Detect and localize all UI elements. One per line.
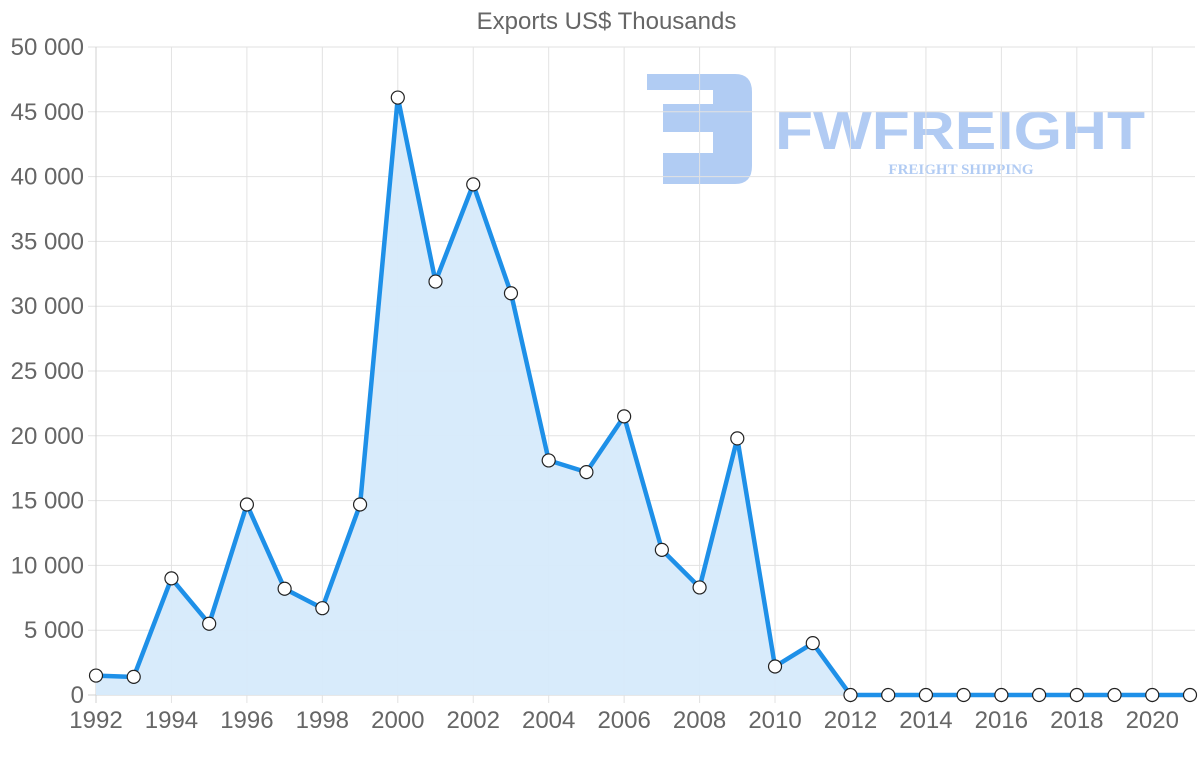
data-point-marker[interactable] — [164, 571, 179, 586]
y-tick-label: 25 000 — [11, 358, 84, 385]
watermark-tagline-text: FREIGHT SHIPPING — [888, 162, 1033, 178]
data-point-marker[interactable] — [503, 286, 519, 301]
y-tick-label: 10 000 — [11, 552, 84, 579]
data-point-marker[interactable] — [654, 542, 669, 557]
data-point-marker[interactable] — [805, 636, 820, 651]
data-point-marker[interactable] — [767, 659, 783, 674]
series-area-fill — [96, 97, 1190, 695]
data-point-marker[interactable] — [315, 601, 330, 616]
fwfreight-watermark-logo: FWFREIGHT FREIGHT SHIPPING — [647, 74, 1145, 184]
data-point-marker[interactable] — [466, 177, 481, 192]
x-tick-label: 2002 — [447, 707, 500, 734]
y-tick-label: 50 000 — [11, 34, 84, 61]
data-point-marker[interactable] — [956, 687, 971, 703]
x-tick-label: 1992 — [69, 707, 122, 734]
y-tick-label: 30 000 — [11, 293, 84, 320]
data-point-marker[interactable] — [1032, 687, 1047, 703]
data-point-marker[interactable] — [1107, 687, 1122, 703]
y-tick-label: 20 000 — [11, 423, 84, 450]
x-tick-label: 2004 — [522, 707, 575, 734]
x-tick-label: 2010 — [748, 707, 801, 734]
data-point-marker[interactable] — [202, 616, 217, 631]
data-point-marker[interactable] — [541, 453, 556, 468]
data-point-marker[interactable] — [579, 464, 594, 480]
data-point-marker[interactable] — [843, 687, 858, 703]
y-tick-label: 35 000 — [11, 228, 84, 255]
data-point-marker[interactable] — [1069, 687, 1084, 703]
data-point-marker[interactable] — [692, 580, 707, 595]
y-tick-label: 40 000 — [11, 164, 84, 191]
x-tick-label: 2006 — [597, 707, 650, 734]
x-tick-label: 2008 — [673, 707, 726, 734]
y-tick-label: 0 — [71, 682, 84, 709]
y-tick-label: 45 000 — [11, 99, 84, 126]
y-axis-labels: 0 5 000 10 000 15 000 20 000 25 000 30 000 35 0… — [11, 34, 84, 709]
data-point-marker[interactable] — [1182, 687, 1198, 703]
data-point-marker[interactable] — [126, 669, 141, 684]
data-point-marker[interactable] — [390, 90, 405, 105]
data-point-marker[interactable] — [994, 687, 1009, 703]
x-tick-label: 1998 — [296, 707, 349, 734]
chart-title: Exports US$ Thousands — [476, 8, 737, 35]
data-points — [88, 90, 1198, 703]
data-point-marker[interactable] — [1145, 687, 1160, 703]
x-tick-label: 1996 — [220, 707, 273, 734]
data-point-marker[interactable] — [428, 274, 443, 289]
watermark-brand-text: FWFREIGHT — [775, 101, 1145, 161]
data-point-marker[interactable] — [617, 409, 632, 424]
x-tick-label: 2020 — [1126, 707, 1179, 734]
y-tick-label: 15 000 — [11, 488, 84, 515]
x-tick-label: 2012 — [824, 707, 877, 734]
x-tick-label: 2018 — [1050, 707, 1103, 734]
data-point-marker[interactable] — [881, 687, 896, 703]
data-point-marker[interactable] — [352, 497, 368, 512]
data-point-marker[interactable] — [239, 497, 254, 512]
x-tick-label: 2014 — [899, 707, 952, 734]
data-point-marker[interactable] — [277, 581, 292, 596]
x-axis-labels: 1992 1994 1996 1998 2000 2002 2004 2006 2008 2010… — [69, 707, 1179, 734]
x-tick-label: 1994 — [145, 707, 198, 734]
data-point-marker[interactable] — [918, 687, 934, 703]
data-point-marker[interactable] — [730, 431, 745, 446]
data-point-marker[interactable] — [88, 668, 104, 683]
y-tick-label: 5 000 — [24, 617, 84, 644]
x-tick-label: 2000 — [371, 707, 424, 734]
x-tick-label: 2016 — [975, 707, 1028, 734]
